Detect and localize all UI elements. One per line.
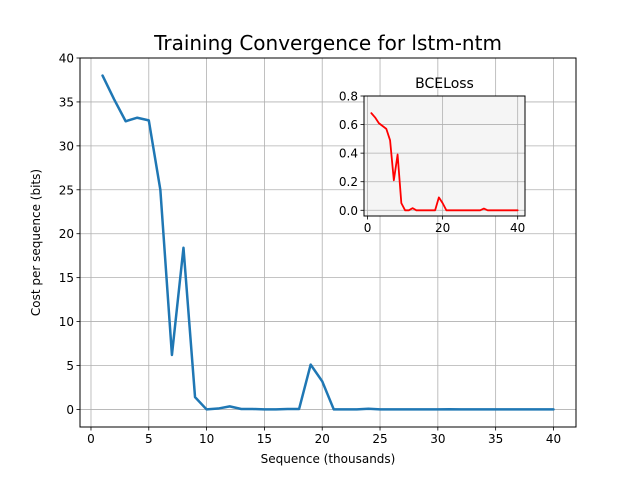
main-series-line	[101, 74, 555, 411]
inset-title: BCELoss	[415, 76, 474, 92]
inset-y-tick-label: 0.0	[339, 204, 358, 218]
inset-x-tick-label: 20	[435, 221, 450, 235]
main-y-tick-label: 35	[59, 95, 74, 109]
main-x-axis-label: Sequence (thousands)	[261, 452, 396, 466]
main-y-tick-label: 15	[59, 271, 74, 285]
main-y-axis-label: Cost per sequence (bits)	[29, 169, 43, 316]
main-x-tick-label: 35	[488, 432, 503, 446]
main-y-tick-label: 0	[66, 403, 74, 417]
main-y-tick-label: 30	[59, 139, 74, 153]
main-y-tick-label: 20	[59, 227, 74, 241]
inset-x-tick-label: 0	[364, 221, 372, 235]
inset-series-line	[370, 112, 519, 212]
inset-y-tick-label: 0.6	[339, 118, 358, 132]
main-x-tick-label: 15	[257, 432, 272, 446]
main-y-tick-label: 10	[59, 315, 74, 329]
main-y-tick-label: 40	[59, 52, 74, 66]
main-x-tick-label: 25	[372, 432, 387, 446]
inset-plot-area	[364, 96, 525, 216]
inset-y-tick-label: 0.2	[339, 175, 358, 189]
main-x-tick-label: 40	[546, 432, 561, 446]
main-axes-frame	[79, 57, 577, 428]
main-x-tick-label: 0	[87, 432, 95, 446]
inset-chart: 0 20 40 0.0 0.2 0.4 0.6 0.8 BCELoss	[339, 76, 526, 235]
main-x-tick-label: 10	[199, 432, 214, 446]
main-title: Training Convergence for lstm-ntm	[153, 31, 502, 55]
main-x-tick-label: 30	[430, 432, 445, 446]
inset-y-tick-label: 0.4	[339, 147, 358, 161]
main-y-tick-label: 5	[66, 359, 74, 373]
main-x-tick-label: 5	[145, 432, 153, 446]
inset-axes-frame	[363, 95, 526, 217]
inset-x-tick-label: 40	[510, 221, 525, 235]
main-x-tick-label: 20	[315, 432, 330, 446]
main-y-tick-label: 25	[59, 183, 74, 197]
inset-y-tick-label: 0.8	[339, 90, 358, 104]
